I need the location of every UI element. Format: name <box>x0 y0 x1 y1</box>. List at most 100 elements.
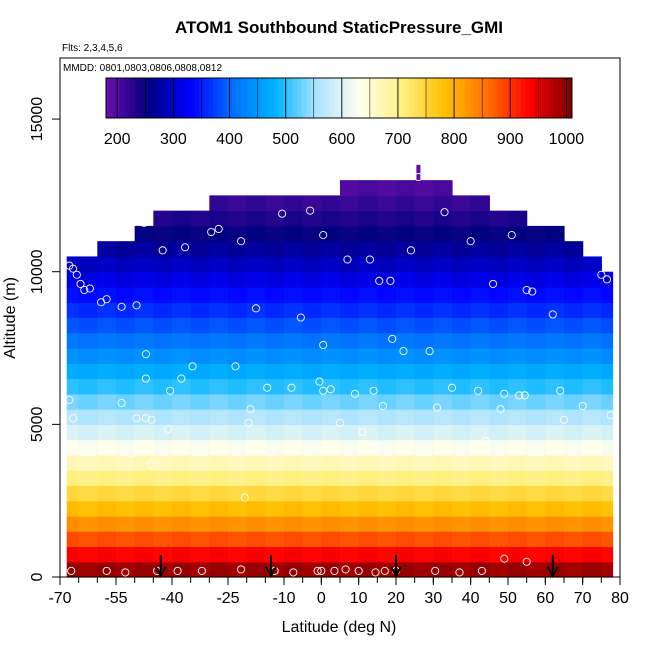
heatmap-cell <box>489 271 509 288</box>
heatmap-cell <box>489 454 509 471</box>
heatmap-cell <box>358 409 378 425</box>
heatmap-cell <box>284 561 304 578</box>
heatmap-cell <box>302 256 322 273</box>
heatmap-cell <box>134 531 154 548</box>
heatmap-cell <box>582 317 602 334</box>
heatmap-cell <box>358 531 378 548</box>
heatmap-cell <box>508 317 528 334</box>
heatmap-cell <box>582 256 602 273</box>
heatmap-cell <box>564 531 584 548</box>
heatmap-cell <box>190 302 210 319</box>
heatmap-cell <box>284 378 304 395</box>
heatmap-cell <box>564 546 584 563</box>
heatmap-cell <box>116 378 136 395</box>
y-axis-label: Altitude (m) <box>2 277 19 359</box>
heatmap-cell <box>246 256 266 273</box>
heatmap-cell <box>172 454 192 471</box>
heatmap-cell <box>97 256 117 273</box>
sample-point <box>375 276 384 285</box>
heatmap-cell <box>545 286 565 303</box>
heatmap-cell <box>377 241 397 258</box>
heatmap-cell <box>190 470 210 487</box>
colorbar-segment <box>492 78 498 118</box>
heatmap-cell <box>246 424 266 441</box>
heatmap-cell <box>545 393 565 410</box>
heatmap-cell <box>358 378 378 395</box>
colorbar-segment <box>567 78 573 118</box>
heatmap-cell <box>414 286 434 303</box>
heatmap-cell <box>265 546 285 563</box>
heatmap-cell <box>153 378 173 395</box>
sample-point <box>181 243 190 252</box>
heatmap-cell <box>377 302 397 319</box>
heatmap-cell <box>190 378 210 395</box>
heatmap-cell <box>302 332 322 349</box>
colorbar-segment <box>399 78 405 118</box>
colorbar-segment <box>385 78 391 118</box>
heatmap-cell <box>78 271 98 288</box>
colorbar-tick-label: 400 <box>216 131 243 148</box>
heatmap-cell <box>228 256 248 273</box>
heatmap-cell <box>601 363 614 380</box>
heatmap-cell <box>66 317 80 334</box>
heatmap-cell <box>172 317 192 334</box>
heatmap-cell <box>265 531 285 548</box>
heatmap-cell <box>470 424 490 441</box>
heatmap-cell <box>601 393 614 410</box>
heatmap-cell <box>284 393 304 410</box>
heatmap-cell <box>433 500 453 517</box>
sample-point <box>177 374 186 383</box>
heatmap-cell <box>321 470 341 487</box>
sample-point <box>132 301 141 310</box>
heatmap-cell <box>172 439 192 456</box>
colorbar-segment <box>297 78 303 118</box>
sample-point <box>287 383 296 392</box>
heatmap-cell <box>284 439 304 456</box>
colorbar-segment <box>236 78 242 118</box>
heatmap-cell <box>508 378 528 395</box>
heatmap-cell <box>172 348 192 364</box>
heatmap-cell <box>284 241 304 258</box>
arrow-head <box>265 566 277 579</box>
colorbar-segment <box>380 78 387 118</box>
arrow-marker <box>265 555 277 579</box>
heatmap-cell <box>265 241 285 258</box>
heatmap-cell <box>508 271 528 288</box>
heatmap-cell <box>526 286 546 303</box>
heatmap-cell <box>97 317 117 334</box>
heatmap-cell <box>396 256 416 273</box>
heatmap-cell <box>97 286 117 303</box>
heatmap-cell <box>508 210 528 227</box>
heatmap-cell <box>66 393 80 410</box>
heatmap-cell <box>601 271 614 288</box>
heatmap-cell <box>358 180 378 196</box>
heatmap-cell <box>358 271 378 288</box>
heatmap-cell <box>209 424 229 441</box>
colorbar-segment <box>292 78 298 118</box>
heatmap-cell <box>470 210 490 227</box>
heatmap-cell <box>302 531 322 548</box>
heatmap-cell <box>340 180 360 196</box>
colorbar-segment <box>199 78 205 118</box>
heatmap-cell <box>284 195 304 212</box>
heatmap-cell <box>78 332 98 349</box>
heatmap-cell <box>396 500 416 517</box>
heatmap-cell <box>489 439 509 456</box>
heatmap-cell <box>78 393 98 410</box>
heatmap-cell <box>78 454 98 471</box>
heatmap-cell <box>508 409 528 425</box>
heatmap-cell <box>582 454 602 471</box>
heatmap-cell <box>564 470 584 487</box>
heatmap-cell <box>190 424 210 441</box>
heatmap-cell <box>66 409 80 425</box>
heatmap-cell <box>284 531 304 548</box>
heatmap-cell <box>78 424 98 441</box>
heatmap-cell <box>414 500 434 517</box>
heatmap-cell <box>414 393 434 410</box>
sample-point <box>69 414 78 423</box>
heatmap-cell <box>452 241 472 258</box>
colorbar-segment <box>436 78 443 118</box>
heatmap-cell <box>172 332 192 349</box>
heatmap-cell <box>190 393 210 410</box>
colorbar-tick-label: 600 <box>328 131 355 148</box>
